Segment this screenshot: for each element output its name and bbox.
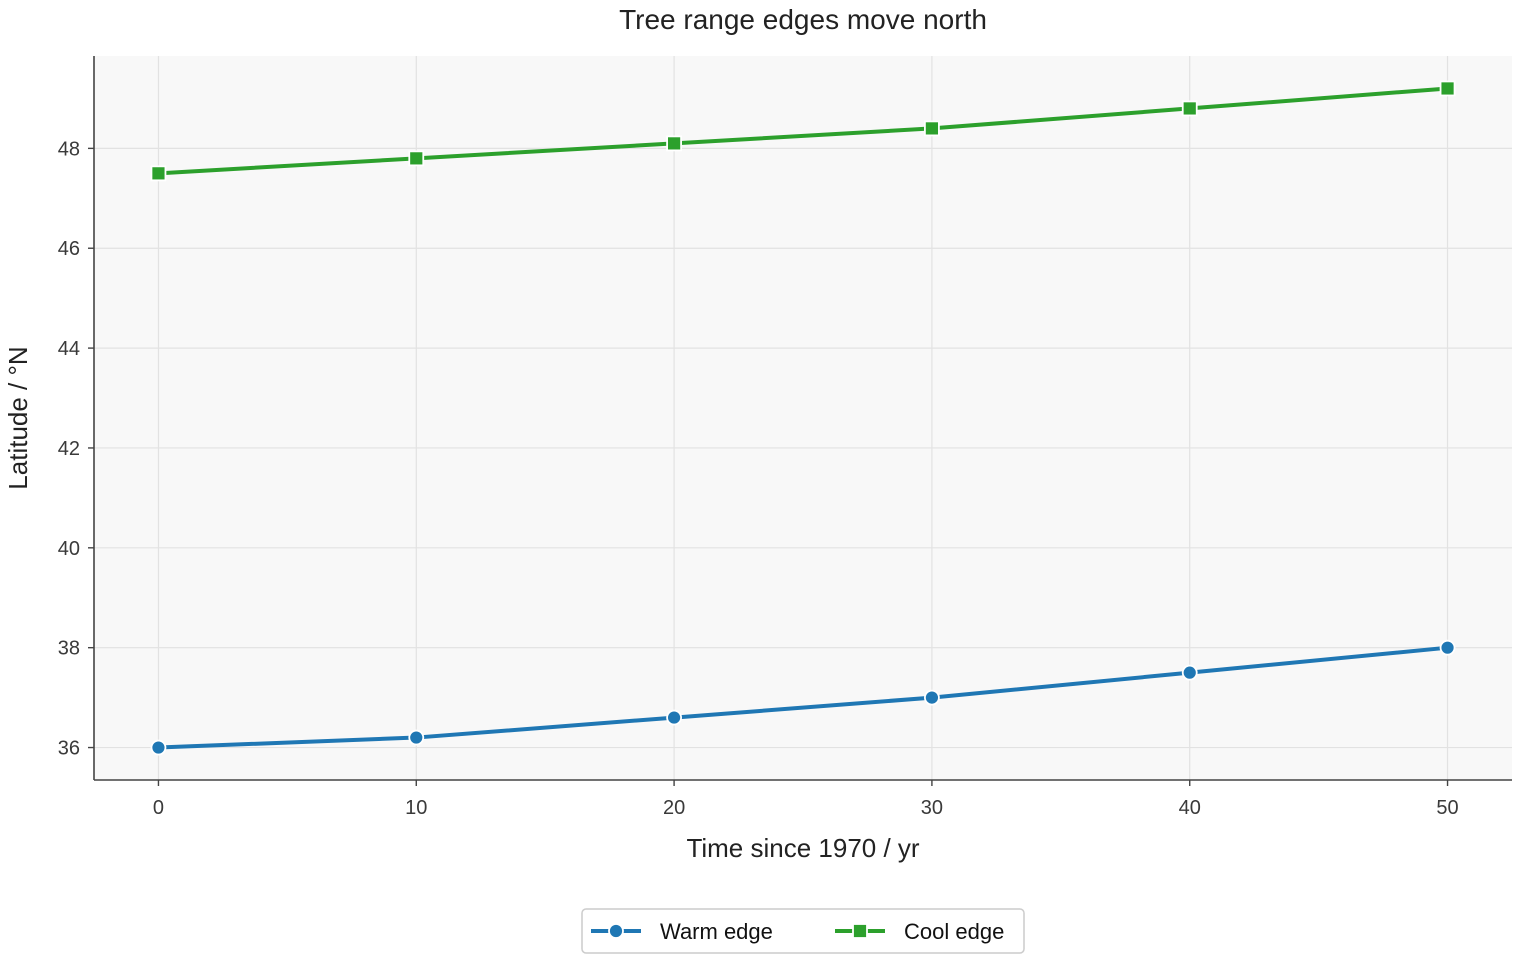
y-tick-label: 38: [58, 638, 80, 660]
y-tick-label: 42: [58, 438, 80, 460]
legend-marker: [608, 923, 624, 939]
data-point: [150, 739, 167, 756]
series-warm-edge: [150, 639, 1456, 756]
legend-label: Cool edge: [904, 919, 1004, 944]
data-point: [666, 709, 682, 726]
series-line: [156, 86, 1450, 176]
x-axis-title: Time since 1970 / yr: [686, 833, 919, 863]
x-tick-label: 30: [921, 797, 943, 819]
legend-item: Warm edge: [591, 919, 773, 944]
axes: [93, 56, 1512, 781]
ticks: 0 10 20 30 40 50 36 38 40 42 44 46 48: [58, 138, 1459, 819]
legend-box: [581, 908, 1025, 954]
x-tick-label: 10: [405, 797, 427, 819]
data-point: [666, 135, 682, 152]
x-tick-label: 50: [1436, 797, 1458, 819]
plot-background: [94, 56, 1512, 780]
data-point: [150, 165, 167, 182]
series-cool-edge: [150, 80, 1456, 182]
data-point: [408, 150, 425, 167]
legend-marker: [852, 923, 868, 939]
series-line: [156, 645, 1450, 750]
data-point: [924, 120, 940, 137]
y-tick-label: 46: [58, 238, 80, 260]
y-tick-label: 44: [58, 338, 80, 360]
y-axis-title: Latitude / °N: [3, 346, 33, 489]
legend: Warm edge Cool edge: [581, 908, 1025, 954]
x-tick-label: 0: [153, 797, 164, 819]
data-point: [408, 729, 425, 746]
data-point: [1181, 664, 1198, 681]
legend-item: Cool edge: [835, 919, 1004, 944]
y-tick-label: 48: [58, 138, 80, 160]
chart-title: Tree range edges move north: [619, 4, 987, 35]
grid: [94, 56, 1512, 780]
legend-label: Warm edge: [660, 919, 773, 944]
series-layer: [150, 80, 1456, 756]
x-tick-label: 20: [663, 797, 685, 819]
y-tick-label: 40: [58, 538, 80, 560]
data-point: [1439, 80, 1456, 97]
y-tick-label: 36: [58, 738, 80, 760]
data-point: [924, 689, 940, 706]
x-tick-label: 40: [1179, 797, 1201, 819]
data-point: [1439, 639, 1456, 656]
data-point: [1181, 100, 1198, 117]
